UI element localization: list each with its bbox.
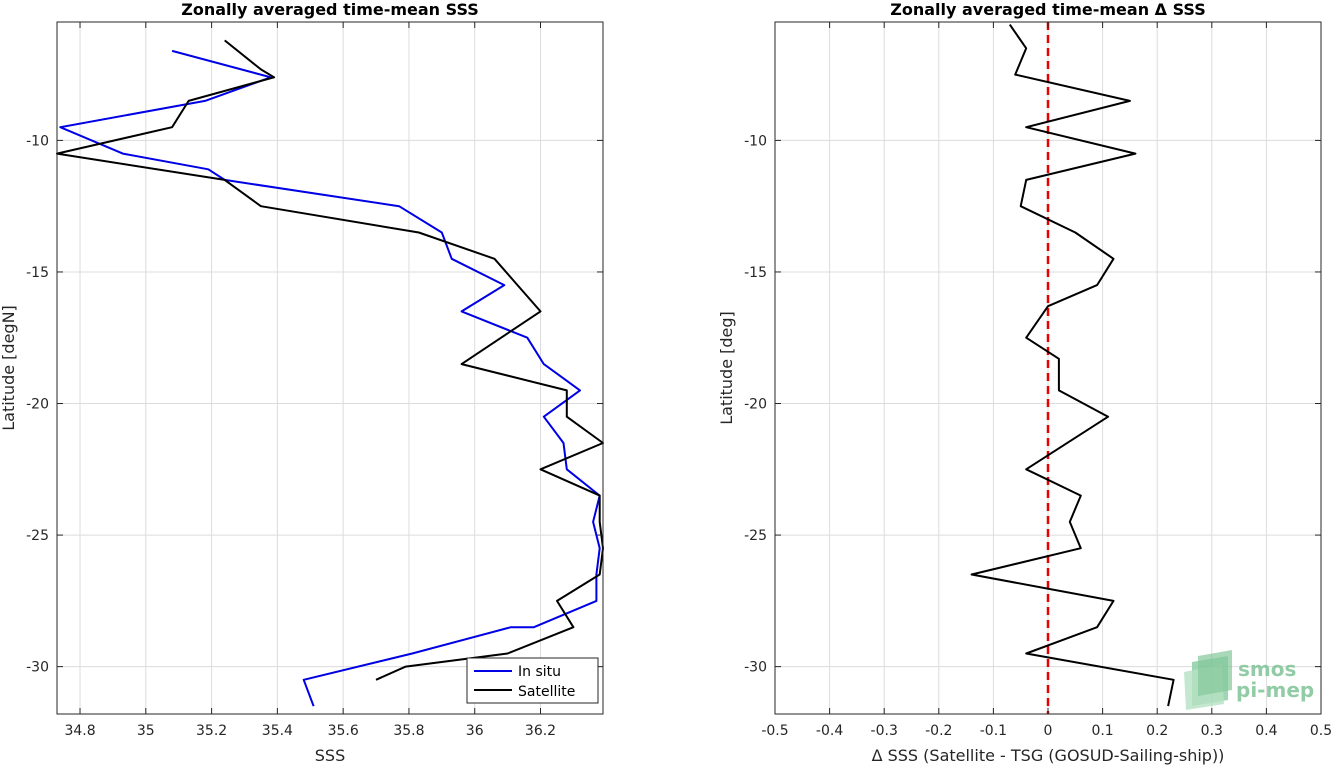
delta-sss-panel: -0.5 -0.4 -0.3 -0.2 -0.1 0 0.1 0.2 0.3 0.4 0.5 -30 -… xyxy=(717,0,1332,765)
axes-frame xyxy=(56,21,604,715)
x-tick-label: 36 xyxy=(466,723,484,739)
x-tick-label: 35 xyxy=(137,723,155,739)
y-axis-label: Latitude [degN] xyxy=(0,305,18,431)
legend-box xyxy=(466,657,599,704)
legend: In situ Satellite xyxy=(466,657,599,704)
y-tick-label: -25 xyxy=(744,528,767,544)
x-tick-label: 35.4 xyxy=(262,723,293,739)
y-tick-label: -15 xyxy=(744,265,767,281)
x-tick-label: 0.3 xyxy=(1201,723,1223,739)
series-line-satellite xyxy=(56,39,604,681)
y-tick-label: -15 xyxy=(26,265,49,281)
plot-area xyxy=(57,22,603,714)
x-axis-label: SSS xyxy=(315,746,345,765)
x-tick-label: 34.8 xyxy=(64,723,95,739)
x-tick-label: 0.2 xyxy=(1146,723,1168,739)
legend-label-satellite: Satellite xyxy=(518,684,575,700)
chart-title: Zonally averaged time-mean Δ SSS xyxy=(890,0,1206,19)
x-tick-label: 0.4 xyxy=(1255,723,1277,739)
chart-title: Zonally averaged time-mean SSS xyxy=(181,0,479,19)
logo-wave-3 xyxy=(1198,650,1232,696)
y-tick-label: -10 xyxy=(26,133,49,149)
x-tick-label: -0.2 xyxy=(925,723,952,739)
x-tick-label: -0.3 xyxy=(871,723,898,739)
x-tick-label: 35.2 xyxy=(196,723,227,739)
legend-label-in-situ: In situ xyxy=(518,664,561,680)
x-tick-label: 35.8 xyxy=(393,723,424,739)
x-axis-label: Δ SSS (Satellite - TSG (GOSUD-Sailing-sh… xyxy=(872,746,1225,765)
y-tick-label: -10 xyxy=(744,133,767,149)
x-tick-label: 0 xyxy=(1044,723,1053,739)
x-tick-label: -0.1 xyxy=(980,723,1007,739)
y-tick-label: -20 xyxy=(744,397,767,413)
y-tick-label: -30 xyxy=(26,660,49,676)
y-axis-label: Latitude [deg] xyxy=(717,311,736,425)
x-tick-label: 0.1 xyxy=(1091,723,1113,739)
x-tick-label: 35.6 xyxy=(328,723,359,739)
x-tick-label: -0.5 xyxy=(761,723,788,739)
x-tick-label: 36.2 xyxy=(525,723,556,739)
logo-text-smos: smos xyxy=(1238,657,1296,681)
y-tick-label: -30 xyxy=(744,660,767,676)
sss-panel: 34.8 35 35.2 35.4 35.6 35.8 36 36.2 -30 -25 -20 -15… xyxy=(0,0,604,765)
logo-text-pi-mep: pi-mep xyxy=(1236,678,1314,702)
smos-pi-mep-logo: smos pi-mep xyxy=(1184,650,1314,710)
y-tick-label: -25 xyxy=(26,528,49,544)
series-line-delta-sss xyxy=(970,24,1175,707)
x-tick-label: -0.4 xyxy=(816,723,843,739)
y-tick-label: -20 xyxy=(26,397,49,413)
x-tick-label: 0.5 xyxy=(1310,723,1332,739)
